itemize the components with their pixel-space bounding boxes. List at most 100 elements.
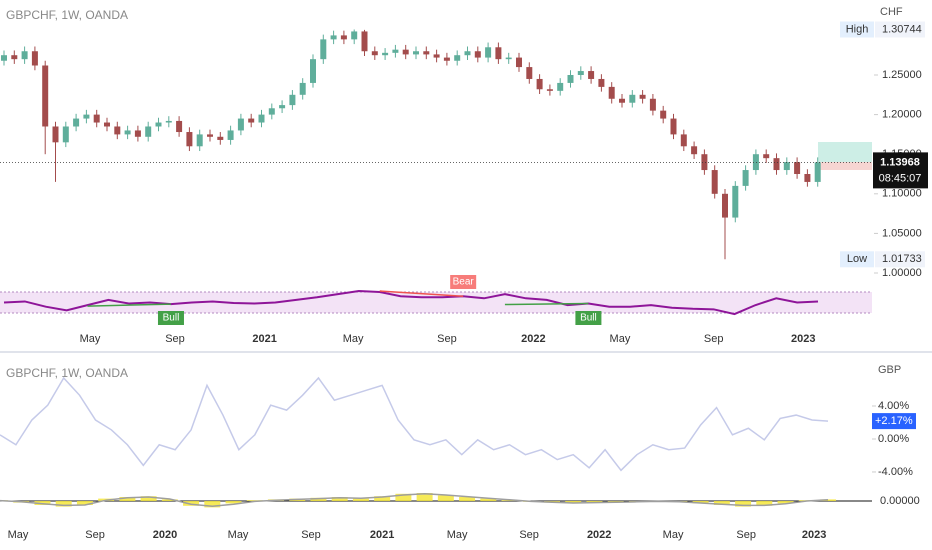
candle-body bbox=[83, 114, 90, 119]
candle-body bbox=[526, 67, 533, 79]
candle-body bbox=[413, 51, 419, 55]
x-tick-label: Sep bbox=[704, 333, 724, 345]
rsi-line bbox=[3, 289, 819, 316]
candle-body bbox=[474, 51, 481, 58]
macd-histogram-bar bbox=[183, 501, 200, 506]
candle-body bbox=[145, 126, 152, 137]
candle-body bbox=[320, 39, 327, 60]
x-tick-label: 2023 bbox=[802, 529, 826, 541]
candle-body bbox=[608, 86, 615, 99]
candle-body bbox=[649, 98, 656, 111]
macd-histogram-bar bbox=[395, 493, 412, 501]
low-value: 1.01733 bbox=[882, 253, 922, 265]
x-tick-label: Sep bbox=[437, 333, 457, 345]
candle-body bbox=[536, 78, 543, 90]
macd-histogram-bar bbox=[161, 499, 178, 501]
macd-histogram-bar bbox=[586, 501, 603, 503]
y-tick-label: 1.05000 bbox=[882, 227, 922, 239]
candle-body bbox=[670, 118, 677, 135]
last-price-badge bbox=[873, 152, 928, 189]
macd-histogram-bar bbox=[565, 501, 582, 504]
macd-histogram-bar bbox=[331, 497, 348, 501]
candle-body bbox=[382, 52, 389, 56]
macd-histogram-bar bbox=[246, 500, 263, 501]
candle-body bbox=[361, 31, 368, 52]
divergence-badge bbox=[157, 311, 184, 325]
candle-body bbox=[588, 71, 595, 79]
macd-histogram-bar bbox=[692, 501, 709, 504]
candle-body bbox=[340, 35, 347, 40]
candle-body bbox=[42, 65, 49, 127]
rsi-band bbox=[0, 292, 872, 313]
candle-body bbox=[52, 126, 59, 143]
candle-body bbox=[258, 114, 265, 123]
macd-histogram-bar bbox=[416, 493, 433, 501]
candle-body bbox=[227, 130, 234, 140]
macd-histogram-bar bbox=[34, 501, 51, 505]
x-tick-label: Sep bbox=[85, 529, 105, 541]
long-position-target[interactable] bbox=[818, 142, 872, 162]
macd-histogram-bar bbox=[459, 497, 476, 501]
candle-body bbox=[546, 89, 553, 91]
y-tick-label: -4.00% bbox=[878, 466, 913, 478]
divergence-label: Bull bbox=[163, 313, 180, 324]
macd-histogram-bar bbox=[735, 501, 752, 507]
candle-body bbox=[783, 162, 790, 171]
chart-title: GBPCHF, 1W, OANDA bbox=[6, 366, 128, 380]
candle-body bbox=[773, 158, 780, 171]
candle-body bbox=[680, 134, 687, 147]
candle-body bbox=[443, 57, 450, 61]
x-tick-label: May bbox=[228, 529, 249, 541]
x-tick-label: May bbox=[343, 333, 364, 345]
candle-body bbox=[495, 47, 502, 60]
macd-histogram-bar bbox=[777, 501, 794, 504]
macd-histogram-bar bbox=[501, 500, 518, 501]
x-tick-label: 2023 bbox=[791, 333, 815, 345]
macd-histogram-bar bbox=[119, 497, 136, 501]
x-tick-label: Sep bbox=[519, 529, 539, 541]
candle-body bbox=[21, 51, 28, 60]
candle-body bbox=[330, 35, 337, 40]
long-position-stop[interactable] bbox=[818, 162, 872, 170]
x-tick-label: Sep bbox=[301, 529, 321, 541]
macd-histogram-bar bbox=[713, 501, 730, 505]
candle-body bbox=[31, 51, 38, 66]
x-tick-label: May bbox=[447, 529, 468, 541]
percent-line bbox=[0, 376, 829, 472]
macd-histogram-bar bbox=[204, 501, 221, 508]
candle-body bbox=[814, 162, 821, 182]
high-label: High bbox=[846, 23, 869, 35]
x-tick-label: 2020 bbox=[153, 529, 177, 541]
divergence-badge bbox=[450, 275, 477, 289]
candle-body bbox=[619, 98, 625, 103]
candle-body bbox=[701, 154, 708, 171]
divergence-line bbox=[504, 302, 589, 306]
candle-body bbox=[93, 114, 100, 123]
candle-body bbox=[299, 82, 306, 95]
macd-histogram-bar bbox=[55, 501, 72, 507]
candle-body bbox=[207, 134, 213, 137]
macd-histogram-bar bbox=[352, 498, 369, 501]
candle-body bbox=[598, 78, 605, 87]
high-value-badge bbox=[875, 21, 925, 38]
bar-countdown: 08:45:07 bbox=[879, 172, 922, 184]
divergence-label: Bear bbox=[453, 277, 475, 288]
candle-body bbox=[11, 55, 18, 60]
candle-body bbox=[794, 162, 801, 175]
candle-body bbox=[485, 47, 492, 58]
x-tick-label: May bbox=[663, 529, 684, 541]
macd-histogram-bar bbox=[374, 496, 391, 501]
macd-line bbox=[0, 493, 829, 507]
candle-body bbox=[176, 120, 183, 133]
candle-body bbox=[62, 126, 69, 143]
candle-body bbox=[289, 94, 296, 106]
y-tick-label: 4.00% bbox=[878, 400, 909, 412]
candle-body bbox=[1, 55, 7, 61]
x-tick-label: 2022 bbox=[521, 333, 545, 345]
macd-histogram-bar bbox=[225, 501, 242, 504]
candle-body bbox=[691, 146, 698, 155]
candle-body bbox=[248, 118, 255, 123]
candle-body bbox=[310, 59, 316, 83]
currency-label: GBP bbox=[878, 364, 901, 376]
